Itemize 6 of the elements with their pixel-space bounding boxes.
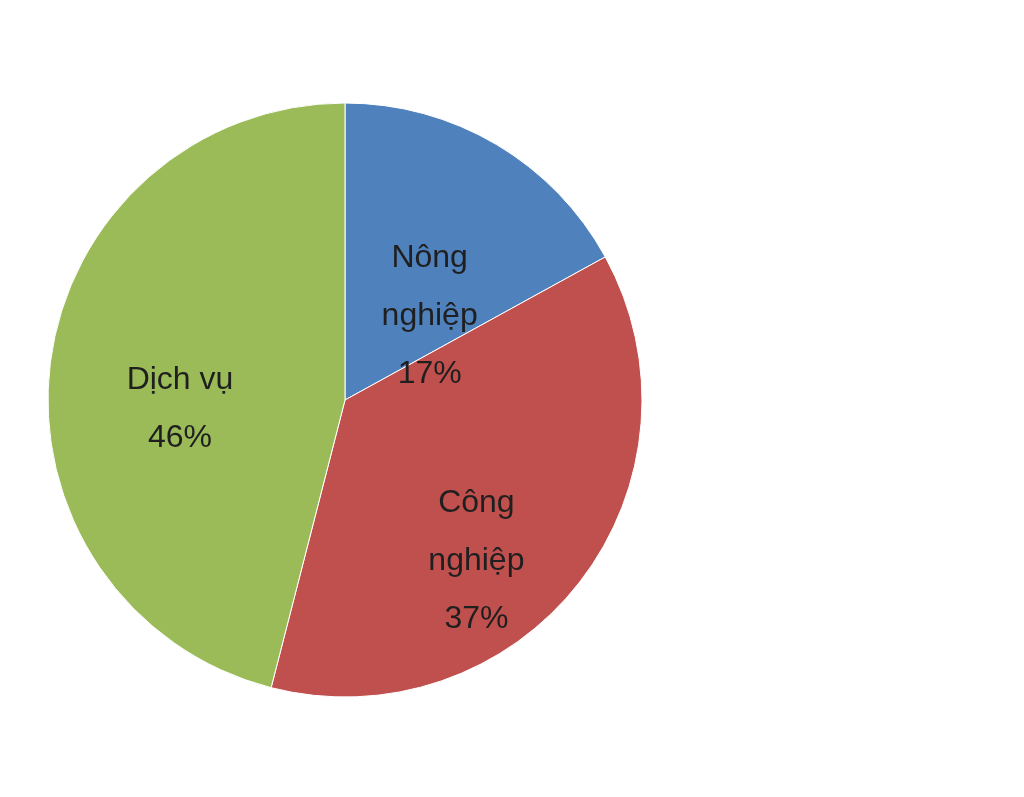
data-label: 37% <box>444 598 509 635</box>
slice-label: Dịch vụ <box>126 360 234 397</box>
data-label: 17% <box>397 353 462 390</box>
slice-label: Công nghiệp <box>428 482 525 577</box>
slice-label: Nông nghiệp <box>381 237 478 332</box>
data-label: 46% <box>147 418 213 455</box>
